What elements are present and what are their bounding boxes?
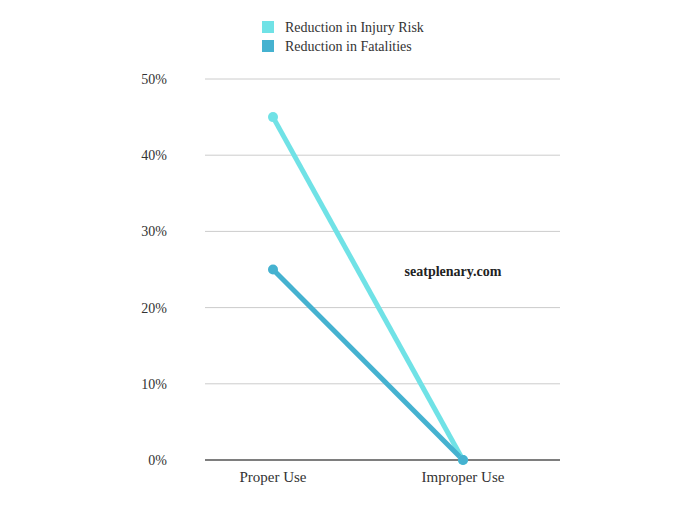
y-tick-label: 20% (141, 301, 167, 316)
legend-label: Reduction in Fatalities (285, 39, 412, 54)
grid-line (205, 307, 560, 308)
y-tick-label: 50% (141, 72, 167, 87)
legend: Reduction in Injury Risk Reduction in Fat… (262, 20, 424, 54)
series-marker (458, 455, 468, 465)
grid (205, 79, 560, 460)
y-tick-label: 40% (141, 148, 167, 163)
plot-data (268, 112, 468, 465)
grid-line (205, 231, 560, 232)
grid-line (205, 383, 560, 384)
legend-label: Reduction in Injury Risk (285, 20, 424, 35)
legend-swatch (262, 21, 274, 33)
x-axis-line (205, 459, 560, 460)
y-tick-label: 0% (148, 453, 167, 468)
annotation: seatplenary.com (405, 264, 502, 279)
y-tick-label: 30% (141, 224, 167, 239)
series-line (273, 117, 463, 460)
chart-svg: 0% 10% 20% 30% 40% 50% Proper Use Improper Use R… (0, 0, 700, 505)
x-tick-label: Proper Use (239, 469, 306, 485)
series-marker (268, 265, 278, 275)
series-marker (458, 455, 468, 465)
legend-swatch (262, 40, 274, 52)
series-marker (268, 112, 278, 122)
chart-container: 0% 10% 20% 30% 40% 50% Proper Use Improper Use R… (0, 0, 700, 505)
grid-line (205, 79, 560, 80)
grid-line (205, 155, 560, 156)
grid-line (205, 459, 560, 460)
x-tick-label: Improper Use (422, 469, 505, 485)
y-tick-label: 10% (141, 377, 167, 392)
series-line (273, 270, 463, 461)
